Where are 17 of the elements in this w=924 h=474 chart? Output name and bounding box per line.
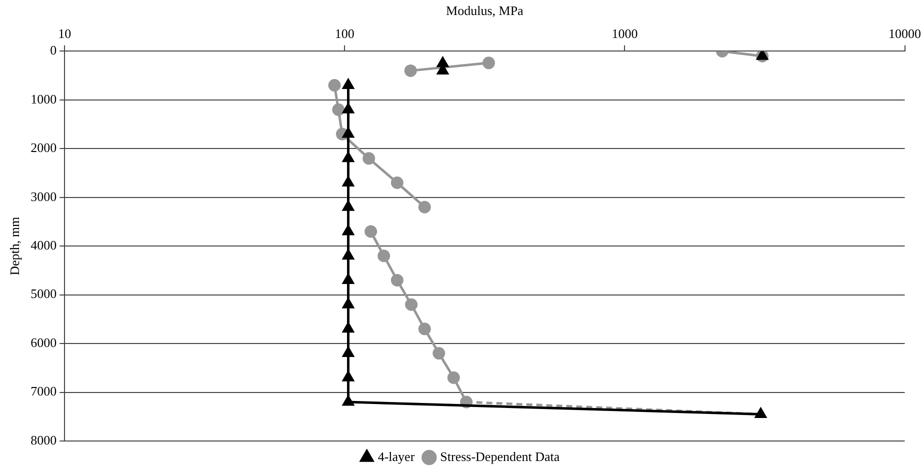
legend-label: Stress-Dependent Data [440, 448, 560, 464]
y-tick-label: 6000 [30, 334, 57, 350]
y-tick-label: 1000 [30, 91, 57, 106]
y-axis-title: Depth, mm [7, 216, 22, 276]
legend-label: 4-layer [378, 448, 416, 464]
y-tick-label: 0 [50, 42, 57, 58]
x-axis-title: Modulus, MPa [446, 3, 524, 18]
y-tick-label: 5000 [30, 286, 57, 302]
y-tick-label: 4000 [30, 238, 57, 253]
x-tick-label: 10 [58, 26, 72, 41]
y-tick-label: 8000 [30, 432, 57, 448]
x-tick-label: 10000 [888, 26, 921, 41]
y-tick-label: 2000 [30, 140, 57, 156]
x-tick-label: 100 [334, 26, 354, 41]
x-tick-label: 1000 [612, 26, 638, 41]
y-tick-label: 7000 [30, 384, 57, 399]
y-tick-label: 3000 [30, 188, 57, 204]
